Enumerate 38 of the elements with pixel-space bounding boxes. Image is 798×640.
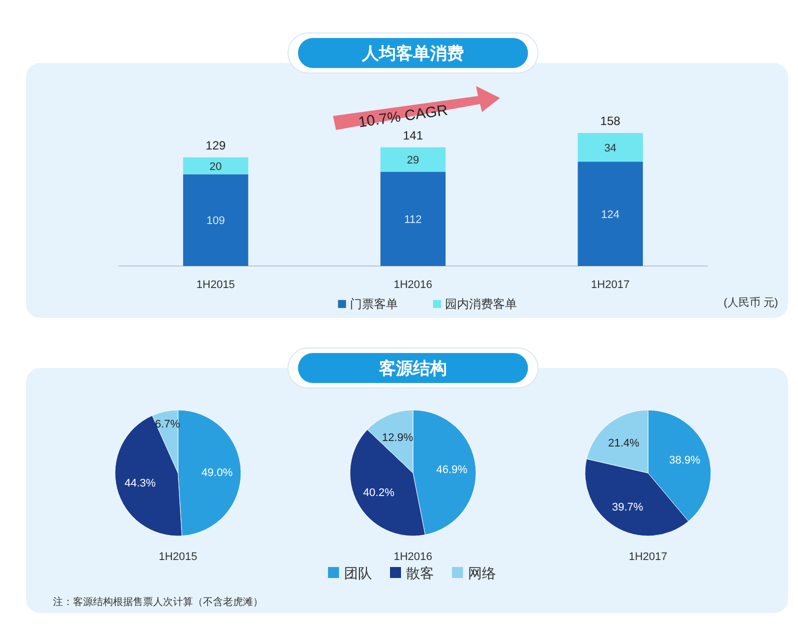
data-label: 44.3% — [124, 477, 156, 490]
bar — [183, 174, 248, 266]
bar — [380, 172, 446, 266]
total-label: 158 — [600, 114, 621, 128]
x-tick-label: 1H2017 — [591, 279, 630, 291]
bar — [578, 133, 643, 162]
text: (人民币 元) — [724, 296, 778, 309]
data-label: 39.7% — [612, 501, 644, 514]
chart-title: 人均客单消费 — [361, 44, 464, 63]
data-label: 40.2% — [363, 486, 395, 499]
bar — [578, 162, 643, 266]
x-tick-label: 1H2015 — [196, 279, 235, 291]
data-label: 49.0% — [201, 466, 233, 479]
text: 1H2015 — [158, 551, 198, 563]
data-label: 124 — [601, 208, 620, 221]
data-label: 46.9% — [436, 464, 468, 476]
data-label: 29 — [406, 154, 420, 167]
legend-label: 园内消费客单 — [445, 297, 517, 311]
bar — [183, 157, 248, 174]
legend-label: 网络 — [468, 565, 496, 581]
total-label: 129 — [206, 138, 226, 152]
legend-label: 门票客单 — [350, 297, 398, 311]
legend-label: 团队 — [344, 565, 372, 581]
text: 1H2017 — [628, 551, 668, 563]
chart-title: 客源结构 — [378, 359, 447, 378]
data-label: 12.9% — [382, 432, 414, 444]
data-label: 38.9% — [669, 454, 701, 467]
data-label: 6.7% — [154, 418, 180, 431]
data-label: 34 — [604, 142, 616, 154]
data-label: 21.4% — [608, 437, 640, 450]
data-label: 112 — [404, 214, 422, 226]
x-tick-label: 1H2016 — [394, 279, 432, 291]
bar — [380, 147, 446, 172]
data-label: 109 — [206, 215, 225, 228]
text: 注：客源结构根据售票人次计算（不含老虎滩） — [53, 596, 263, 608]
data-label: 20 — [210, 160, 222, 173]
legend-label: 散客 — [406, 565, 434, 581]
text: 1H2016 — [394, 551, 432, 563]
